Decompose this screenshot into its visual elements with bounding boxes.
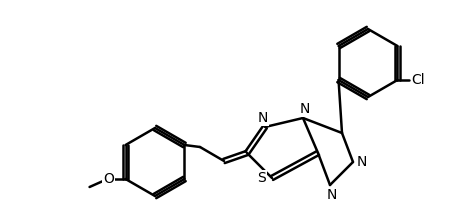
Text: S: S — [257, 171, 266, 185]
Text: N: N — [258, 111, 268, 125]
Text: N: N — [357, 155, 367, 169]
Text: O: O — [103, 172, 114, 186]
Text: N: N — [300, 102, 310, 116]
Text: Cl: Cl — [411, 73, 425, 87]
Text: N: N — [327, 188, 337, 202]
